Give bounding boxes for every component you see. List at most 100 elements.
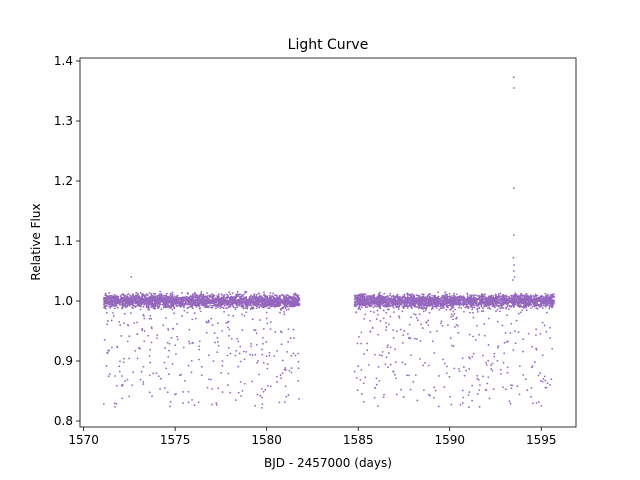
data-point [226,293,228,296]
data-point [411,293,414,296]
data-point [236,290,239,293]
dip-point [128,395,131,398]
data-point [162,301,165,304]
data-point [448,293,451,295]
data-point [372,294,375,297]
data-point [232,306,235,308]
dip-point [290,367,293,369]
data-point [297,300,299,303]
dip-point [121,385,123,387]
data-point [165,300,168,302]
data-point [417,305,420,308]
data-point [229,305,232,308]
data-point [230,303,233,306]
dip-point [276,349,279,352]
dip-point [200,365,203,368]
data-point [191,295,194,298]
data-point [158,305,161,308]
data-point [225,307,228,310]
dip-point [169,306,171,309]
data-point [135,291,138,294]
data-point [263,306,265,309]
data-point [202,305,205,307]
data-point [139,302,142,305]
data-point [532,298,535,301]
data-point [124,306,127,309]
data-point [112,296,115,299]
data-point [151,294,154,297]
data-point [269,304,272,306]
data-point [450,295,453,297]
data-point [541,307,544,309]
data-point [181,304,184,307]
dip-point [245,311,248,314]
data-point [255,293,258,296]
data-point [279,303,282,305]
data-point [445,304,448,307]
data-point [288,301,290,304]
dip-point [280,377,283,380]
data-point [490,295,492,298]
dip-point [134,349,137,352]
data-point [108,300,111,303]
data-point [128,304,130,306]
data-point [265,299,267,302]
data-point [413,294,415,297]
data-point [142,301,145,303]
dip-point [284,385,287,388]
data-point [497,293,500,295]
dip-point [279,374,282,377]
dip-point [186,311,189,314]
dip-point [223,310,225,313]
dip-point [148,391,151,394]
dip-point [123,357,125,360]
data-point [544,292,547,295]
dip-point [239,360,242,363]
data-point [181,300,184,303]
dip-point [152,372,155,375]
data-point [267,300,270,303]
data-point [192,302,195,305]
dip-point [128,335,131,338]
dip-point [250,343,253,345]
data-point [189,303,192,306]
data-point [146,302,149,305]
data-point [160,300,163,303]
data-point [194,299,197,302]
data-point [458,306,460,309]
data-point [220,301,223,304]
dip-point [176,338,179,341]
data-point [184,301,187,304]
data-point [460,307,463,309]
dip-point [243,358,246,361]
dip-point [164,347,167,349]
data-point [211,306,214,309]
data-point [203,302,206,304]
dip-point [207,306,210,309]
data-point [204,299,206,302]
data-point [165,294,168,297]
data-point [210,306,213,309]
data-point [389,292,392,295]
data-point [142,299,145,302]
data-point [288,305,290,308]
data-point [444,291,446,294]
data-point [395,306,398,308]
data-point [206,306,209,309]
dip-point [119,360,121,363]
dip-point [283,313,286,316]
data-point [123,294,125,297]
data-point [217,293,220,296]
data-point [249,303,252,306]
dip-point [217,387,220,390]
data-point [478,306,481,309]
data-point [282,300,285,303]
data-point [126,302,129,304]
data-point [133,298,135,301]
data-point [247,300,249,302]
dip-point [197,401,200,404]
dip-point [149,348,152,351]
data-point [357,307,360,310]
data-point [285,298,288,301]
dip-point [114,375,116,377]
